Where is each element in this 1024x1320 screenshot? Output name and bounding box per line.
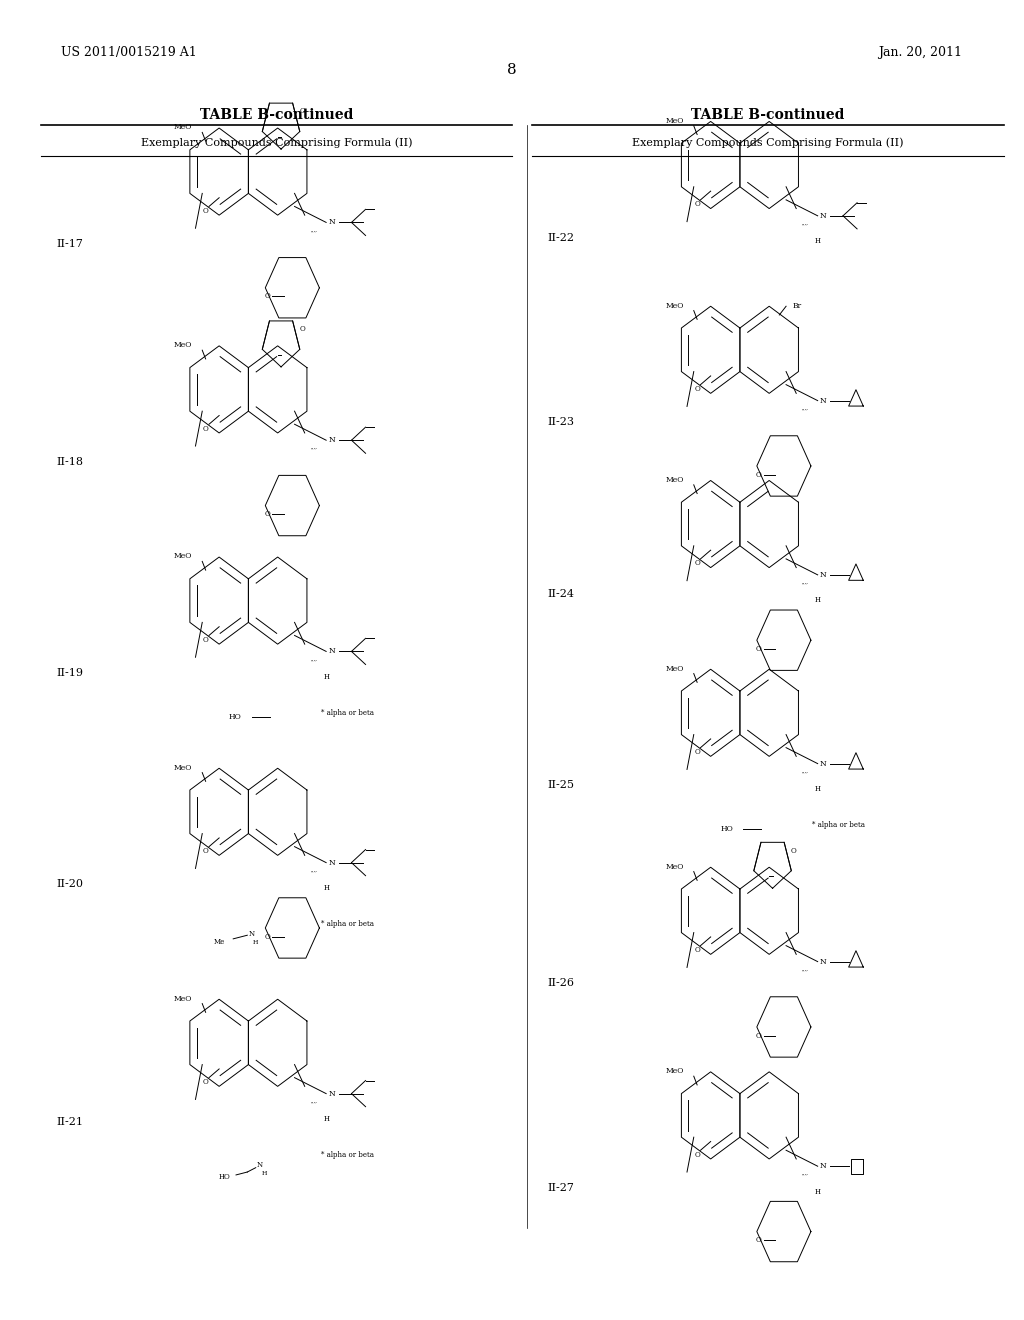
Text: II-27: II-27 — [548, 1183, 574, 1193]
Text: MeO: MeO — [666, 862, 684, 870]
Text: HO: HO — [219, 1173, 230, 1181]
Text: MeO: MeO — [666, 475, 684, 483]
Text: HO: HO — [229, 713, 242, 721]
Text: MeO: MeO — [666, 116, 684, 124]
Text: N: N — [329, 436, 335, 445]
Text: N: N — [820, 957, 826, 966]
Text: ,,,,: ,,,, — [802, 220, 809, 226]
Text: ,,,,: ,,,, — [802, 768, 809, 774]
Text: ,,,,: ,,,, — [802, 1171, 809, 1176]
Text: O: O — [756, 1237, 762, 1245]
Text: O: O — [792, 846, 797, 854]
Text: H: H — [815, 597, 820, 605]
Text: ,,,,: ,,,, — [310, 227, 317, 232]
Text: 8: 8 — [507, 63, 517, 78]
Text: II-19: II-19 — [56, 668, 83, 678]
Text: US 2011/0015219 A1: US 2011/0015219 A1 — [61, 46, 198, 59]
Text: O: O — [300, 325, 305, 333]
Text: N: N — [820, 570, 826, 579]
Text: MeO: MeO — [174, 341, 193, 348]
Text: O: O — [203, 636, 209, 644]
Text: * alpha or beta: * alpha or beta — [321, 920, 374, 928]
Text: O: O — [756, 1032, 762, 1040]
Text: H: H — [815, 238, 820, 246]
Text: N: N — [820, 1162, 826, 1171]
Text: MeO: MeO — [666, 301, 684, 309]
Text: MeO: MeO — [666, 664, 684, 672]
Text: HO: HO — [721, 825, 733, 833]
Text: MeO: MeO — [174, 994, 193, 1002]
Text: O: O — [203, 425, 209, 433]
Text: O: O — [694, 946, 700, 954]
Text: II-24: II-24 — [548, 589, 574, 599]
Text: TABLE B-continued: TABLE B-continued — [200, 108, 353, 123]
Text: II-23: II-23 — [548, 417, 574, 428]
Text: N: N — [820, 759, 826, 768]
Text: H: H — [324, 673, 329, 681]
Text: ,,,,: ,,,, — [310, 1098, 317, 1104]
Text: H: H — [324, 1115, 329, 1123]
Text: N: N — [820, 211, 826, 220]
Text: II-17: II-17 — [56, 239, 83, 249]
Text: II-22: II-22 — [548, 232, 574, 243]
Text: N: N — [249, 929, 255, 937]
Text: MeO: MeO — [174, 123, 193, 131]
Text: MeO: MeO — [174, 763, 193, 771]
Text: O: O — [694, 1151, 700, 1159]
Text: ,,,,: ,,,, — [802, 966, 809, 972]
Text: H: H — [261, 1171, 267, 1176]
Text: O: O — [694, 201, 700, 209]
Text: Me: Me — [214, 939, 225, 946]
Text: * alpha or beta: * alpha or beta — [321, 1151, 374, 1159]
Text: MeO: MeO — [666, 1067, 684, 1074]
Text: Exemplary Compounds Comprising Formula (II): Exemplary Compounds Comprising Formula (… — [140, 137, 413, 148]
Text: O: O — [756, 471, 762, 479]
Text: * alpha or beta: * alpha or beta — [812, 821, 865, 829]
Text: O: O — [694, 560, 700, 568]
Text: ,,,,: ,,,, — [310, 656, 317, 661]
Text: N: N — [329, 647, 335, 656]
Text: ,,,,: ,,,, — [802, 579, 809, 585]
Text: ,,,,: ,,,, — [802, 405, 809, 411]
Text: O: O — [264, 293, 270, 301]
Text: O: O — [264, 933, 270, 941]
Text: N: N — [329, 218, 335, 227]
Text: * alpha or beta: * alpha or beta — [321, 709, 374, 717]
Text: H: H — [324, 884, 329, 892]
Text: O: O — [203, 1078, 209, 1086]
Text: TABLE B-continued: TABLE B-continued — [691, 108, 845, 123]
Text: O: O — [264, 511, 270, 519]
Text: Exemplary Compounds Comprising Formula (II): Exemplary Compounds Comprising Formula (… — [632, 137, 904, 148]
Text: H: H — [815, 1188, 820, 1196]
Text: II-18: II-18 — [56, 457, 83, 467]
Text: N: N — [329, 858, 335, 867]
Text: II-25: II-25 — [548, 780, 574, 791]
Text: O: O — [203, 847, 209, 855]
Text: H: H — [253, 940, 258, 945]
Text: ,,,,: ,,,, — [310, 867, 317, 873]
Text: H: H — [815, 785, 820, 793]
Text: MeO: MeO — [174, 552, 193, 560]
Text: Jan. 20, 2011: Jan. 20, 2011 — [879, 46, 963, 59]
Text: Br: Br — [793, 302, 802, 310]
Text: O: O — [203, 207, 209, 215]
Text: II-26: II-26 — [548, 978, 574, 989]
Text: O: O — [694, 385, 700, 393]
Text: N: N — [257, 1160, 263, 1168]
Text: N: N — [329, 1089, 335, 1098]
Text: II-20: II-20 — [56, 879, 83, 890]
Text: N: N — [820, 396, 826, 405]
Text: O: O — [756, 645, 762, 653]
Text: O: O — [300, 107, 305, 115]
Text: O: O — [694, 748, 700, 756]
Text: II-21: II-21 — [56, 1117, 83, 1127]
Text: ,,,,: ,,,, — [310, 445, 317, 450]
